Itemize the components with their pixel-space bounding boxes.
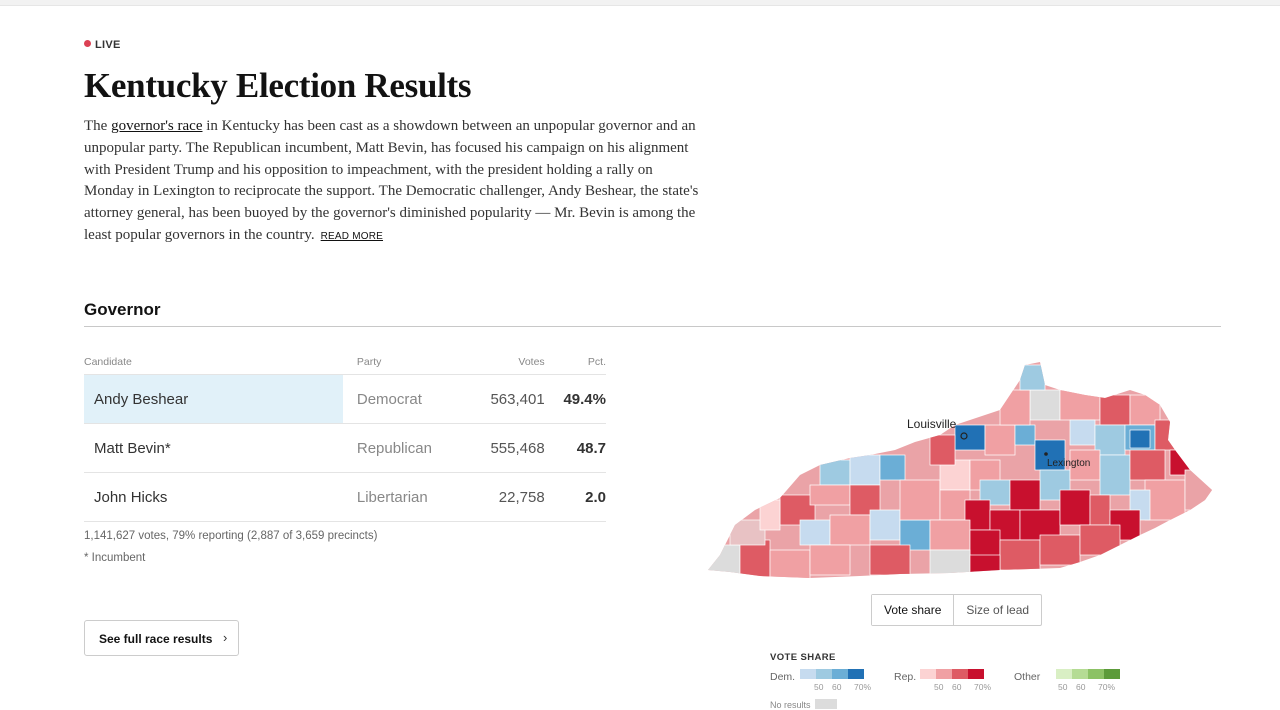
map-mode-toggle: Vote share Size of lead: [871, 594, 1043, 626]
reporting-summary: 1,141,627 votes, 79% reporting (2,887 of…: [84, 530, 378, 542]
legend-swatch: [832, 669, 848, 679]
candidate-name: Andy Beshear: [84, 374, 343, 424]
incumbent-note: * Incumbent: [84, 552, 146, 564]
see-full-race-button[interactable]: See full race results ›: [84, 620, 239, 656]
section-title: Governor: [84, 300, 161, 319]
toggle-vote-share[interactable]: Vote share: [872, 595, 955, 625]
candidate-party: Republican: [342, 423, 476, 473]
map-legend: VOTE SHARE Dem. 50 60 70% Rep. 50 60 70%…: [770, 652, 1170, 710]
candidate-pct: 48.7: [544, 423, 606, 473]
read-more-link[interactable]: READ MORE: [320, 230, 384, 242]
live-dot-icon: [84, 40, 91, 47]
candidate-votes: 22,758: [475, 472, 545, 522]
lexington-marker: [1044, 452, 1048, 456]
section-divider: [84, 326, 1221, 327]
legend-swatch: [1088, 669, 1104, 679]
table-row: Andy Beshear Democrat 563,401 49.4%: [84, 374, 606, 424]
legend-swatch: [816, 669, 832, 679]
chevron-right-icon: ›: [223, 630, 228, 645]
legend-tick: 50: [814, 682, 824, 692]
legend-swatch: [814, 699, 837, 709]
candidate-party: Democrat: [342, 374, 476, 424]
county-shapes: [708, 364, 1212, 578]
candidate-party: Libertarian: [342, 472, 476, 522]
table-row: John Hicks Libertarian 22,758 2.0: [84, 472, 606, 522]
legend-swatch: [920, 669, 936, 679]
candidate-pct: 49.4%: [544, 374, 606, 424]
legend-swatch: [1072, 669, 1088, 679]
intro-paragraph: The governor's race in Kentucky has been…: [84, 118, 699, 243]
city-label-louisville: Louisville: [907, 417, 957, 431]
legend-label: Rep.: [894, 671, 917, 683]
legend-title: VOTE SHARE: [770, 652, 836, 663]
legend-label: Other: [1014, 671, 1041, 683]
header-party: Party: [342, 350, 476, 375]
candidate-name: Matt Bevin*: [84, 423, 343, 473]
louisville-marker: [960, 432, 968, 440]
legend-swatch: [848, 669, 864, 679]
legend-tick: 70%: [974, 682, 992, 692]
city-label-lexington: Lexington: [1047, 458, 1091, 469]
legend-swatch: [936, 669, 952, 679]
legend-no-results: No results: [770, 699, 837, 710]
legend-tick: 60: [832, 682, 842, 692]
legend-tick: 50: [934, 682, 944, 692]
table-row: Matt Bevin* Republican 555,468 48.7: [84, 423, 606, 473]
candidate-votes: 563,401: [475, 374, 545, 424]
legend-swatch: [968, 669, 984, 679]
legend-swatch: [1056, 669, 1072, 679]
county-map[interactable]: [700, 350, 1220, 590]
top-bar: [0, 0, 1280, 6]
results-table: Candidate Party Votes Pct. Andy Beshear …: [84, 350, 606, 522]
live-indicator: LIVE: [84, 39, 121, 51]
candidate-pct: 2.0: [544, 472, 606, 522]
candidate-votes: 555,468: [475, 423, 545, 473]
legend-tick: 70%: [1098, 682, 1116, 692]
legend-tick: 60: [1076, 682, 1086, 692]
governors-race-link[interactable]: governor's race: [111, 118, 203, 134]
legend-swatch: [1104, 669, 1120, 679]
legend-tick: 50: [1058, 682, 1068, 692]
legend-tick: 70%: [854, 682, 872, 692]
candidate-name: John Hicks: [84, 472, 343, 522]
header-candidate: Candidate: [84, 350, 343, 375]
header-pct: Pct.: [544, 350, 606, 375]
toggle-size-of-lead[interactable]: Size of lead: [966, 603, 1030, 617]
legend-label: Dem.: [770, 671, 796, 683]
legend-swatch: [800, 669, 816, 679]
legend-swatch: [952, 669, 968, 679]
page-title: Kentucky Election Results: [84, 66, 472, 105]
header-votes: Votes: [475, 350, 545, 375]
legend-tick: 60: [952, 682, 962, 692]
